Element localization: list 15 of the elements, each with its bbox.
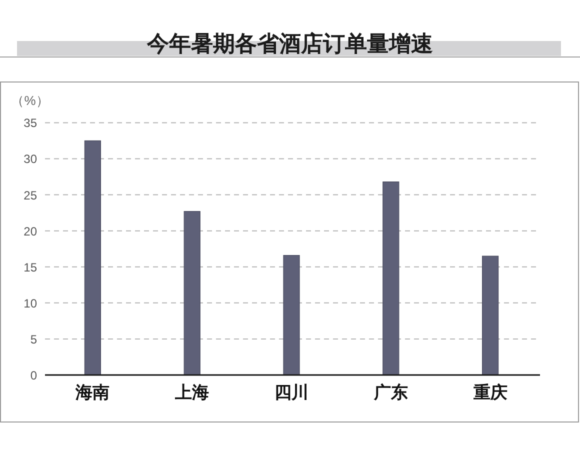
y-tick-label: 20 xyxy=(24,224,37,238)
x-tick-label: 海南 xyxy=(76,383,110,402)
y-tick-label: 15 xyxy=(24,260,37,274)
y-tick-label: 35 xyxy=(24,116,37,130)
y-axis-title: （%） xyxy=(11,93,49,108)
y-tick-label: 0 xyxy=(30,368,37,382)
y-tick-label: 5 xyxy=(30,332,37,346)
title: 今年暑期各省酒店订单量增速 xyxy=(147,31,433,56)
x-tick-label: 重庆 xyxy=(473,383,508,402)
x-tick-label: 四川 xyxy=(274,383,308,402)
y-tick-label: 25 xyxy=(24,188,37,202)
y-tick-label: 30 xyxy=(24,152,37,166)
y-tick-label: 10 xyxy=(24,296,37,310)
x-tick-label: 上海 xyxy=(175,383,210,402)
x-tick-label: 广东 xyxy=(374,383,408,402)
